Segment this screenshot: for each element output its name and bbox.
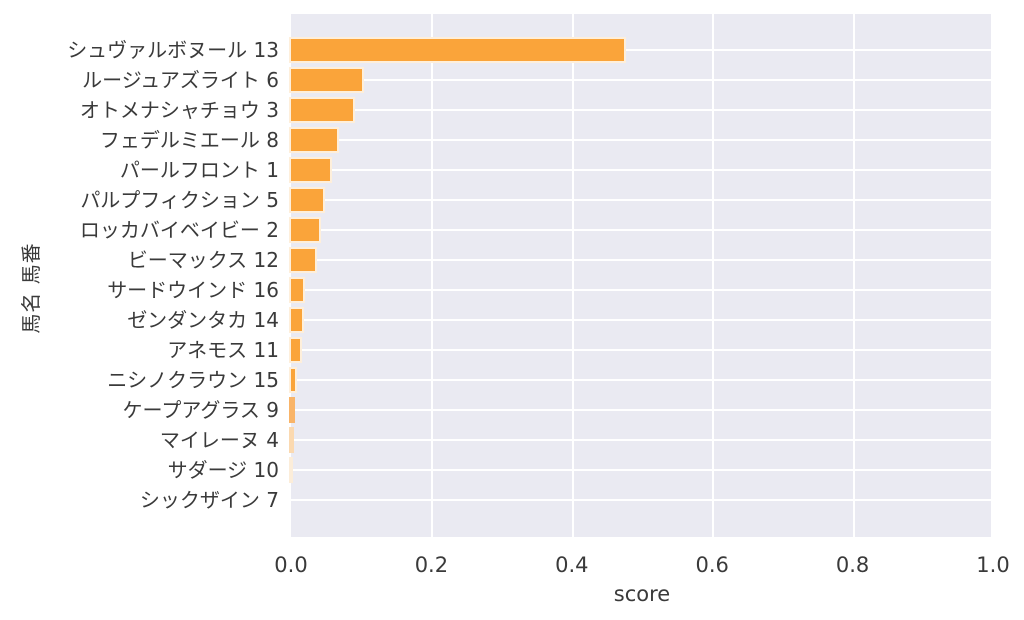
y-axis-tick-labels: シュヴァルボヌール 13 ルージュアズライト 6 オトメナシャチョウ 3 フェデルミエ… bbox=[0, 0, 279, 620]
bar bbox=[289, 247, 317, 273]
bar bbox=[289, 37, 627, 63]
bar bbox=[289, 367, 297, 393]
grid-line-horizontal bbox=[291, 199, 993, 201]
grid-line-horizontal bbox=[291, 259, 993, 261]
y-tick-label: シックザイン 7 bbox=[139, 488, 279, 512]
grid-line-vertical bbox=[712, 14, 715, 537]
y-tick-label: ニシノクラウン 15 bbox=[107, 368, 279, 392]
grid-line-vertical bbox=[571, 14, 574, 537]
y-axis-title: 馬名 馬番 bbox=[19, 242, 43, 334]
y-tick-label: アネモス 11 bbox=[167, 338, 279, 362]
y-axis-title-wrap: 馬名 馬番 bbox=[18, 157, 44, 419]
grid-line-horizontal bbox=[291, 349, 993, 351]
y-tick-label: オトメナシャチョウ 3 bbox=[79, 98, 279, 122]
y-tick-label: サダージ 10 bbox=[167, 458, 279, 482]
bar bbox=[289, 337, 302, 363]
y-tick-label: ルージュアズライト 6 bbox=[82, 68, 279, 92]
grid-line-horizontal bbox=[291, 319, 993, 321]
grid-line-horizontal bbox=[291, 409, 993, 411]
grid-line-horizontal bbox=[291, 379, 993, 381]
bar bbox=[289, 187, 326, 213]
x-axis-title-wrap: score bbox=[291, 582, 993, 606]
grid-line-horizontal bbox=[291, 109, 993, 111]
y-tick-label: サードウインド 16 bbox=[107, 278, 279, 302]
y-tick-label: ビーマックス 12 bbox=[127, 248, 279, 272]
bar bbox=[289, 97, 356, 123]
bar bbox=[289, 157, 333, 183]
y-tick-label: ケープアグラス 9 bbox=[122, 398, 279, 422]
x-tick-label: 0.4 bbox=[555, 553, 589, 577]
grid-line-horizontal bbox=[291, 289, 993, 291]
x-tick-label: 1.0 bbox=[976, 553, 1010, 577]
x-tick-label: 0.0 bbox=[274, 553, 308, 577]
y-tick-label: シュヴァルボヌール 13 bbox=[67, 38, 279, 62]
y-tick-label: フェデルミエール 8 bbox=[99, 128, 279, 152]
y-tick-label: パールフロント 1 bbox=[119, 158, 279, 182]
grid-line-vertical bbox=[991, 14, 993, 537]
grid-line-vertical bbox=[852, 14, 855, 537]
bar bbox=[289, 427, 294, 453]
x-tick-label: 0.8 bbox=[835, 553, 870, 577]
grid-line-horizontal bbox=[291, 229, 993, 231]
bar bbox=[289, 397, 295, 423]
bar bbox=[289, 277, 305, 303]
grid-line-horizontal bbox=[291, 139, 993, 141]
y-tick-label: ゼンダンタカ 14 bbox=[127, 308, 279, 332]
grid-line-horizontal bbox=[291, 439, 993, 441]
bar bbox=[289, 457, 294, 483]
grid-line-horizontal bbox=[291, 169, 993, 171]
bar bbox=[289, 217, 322, 243]
grid-line-horizontal bbox=[291, 499, 993, 501]
grid-line-horizontal bbox=[291, 469, 993, 471]
plot-area bbox=[289, 14, 993, 537]
x-tick-label: 0.2 bbox=[414, 553, 449, 577]
grid-line-horizontal bbox=[291, 79, 993, 81]
grid-line-horizontal bbox=[291, 49, 993, 51]
x-tick-label: 0.6 bbox=[695, 553, 729, 577]
bar bbox=[289, 127, 339, 153]
y-tick-label: パルプフィクション 5 bbox=[80, 188, 279, 212]
x-axis-title: score bbox=[613, 582, 671, 606]
grid-line-vertical bbox=[431, 14, 434, 537]
y-tick-label: ロッカバイベイビー 2 bbox=[79, 218, 279, 242]
bar bbox=[289, 67, 364, 93]
bar bbox=[289, 307, 304, 333]
y-tick-label: マイレーヌ 4 bbox=[159, 428, 279, 452]
